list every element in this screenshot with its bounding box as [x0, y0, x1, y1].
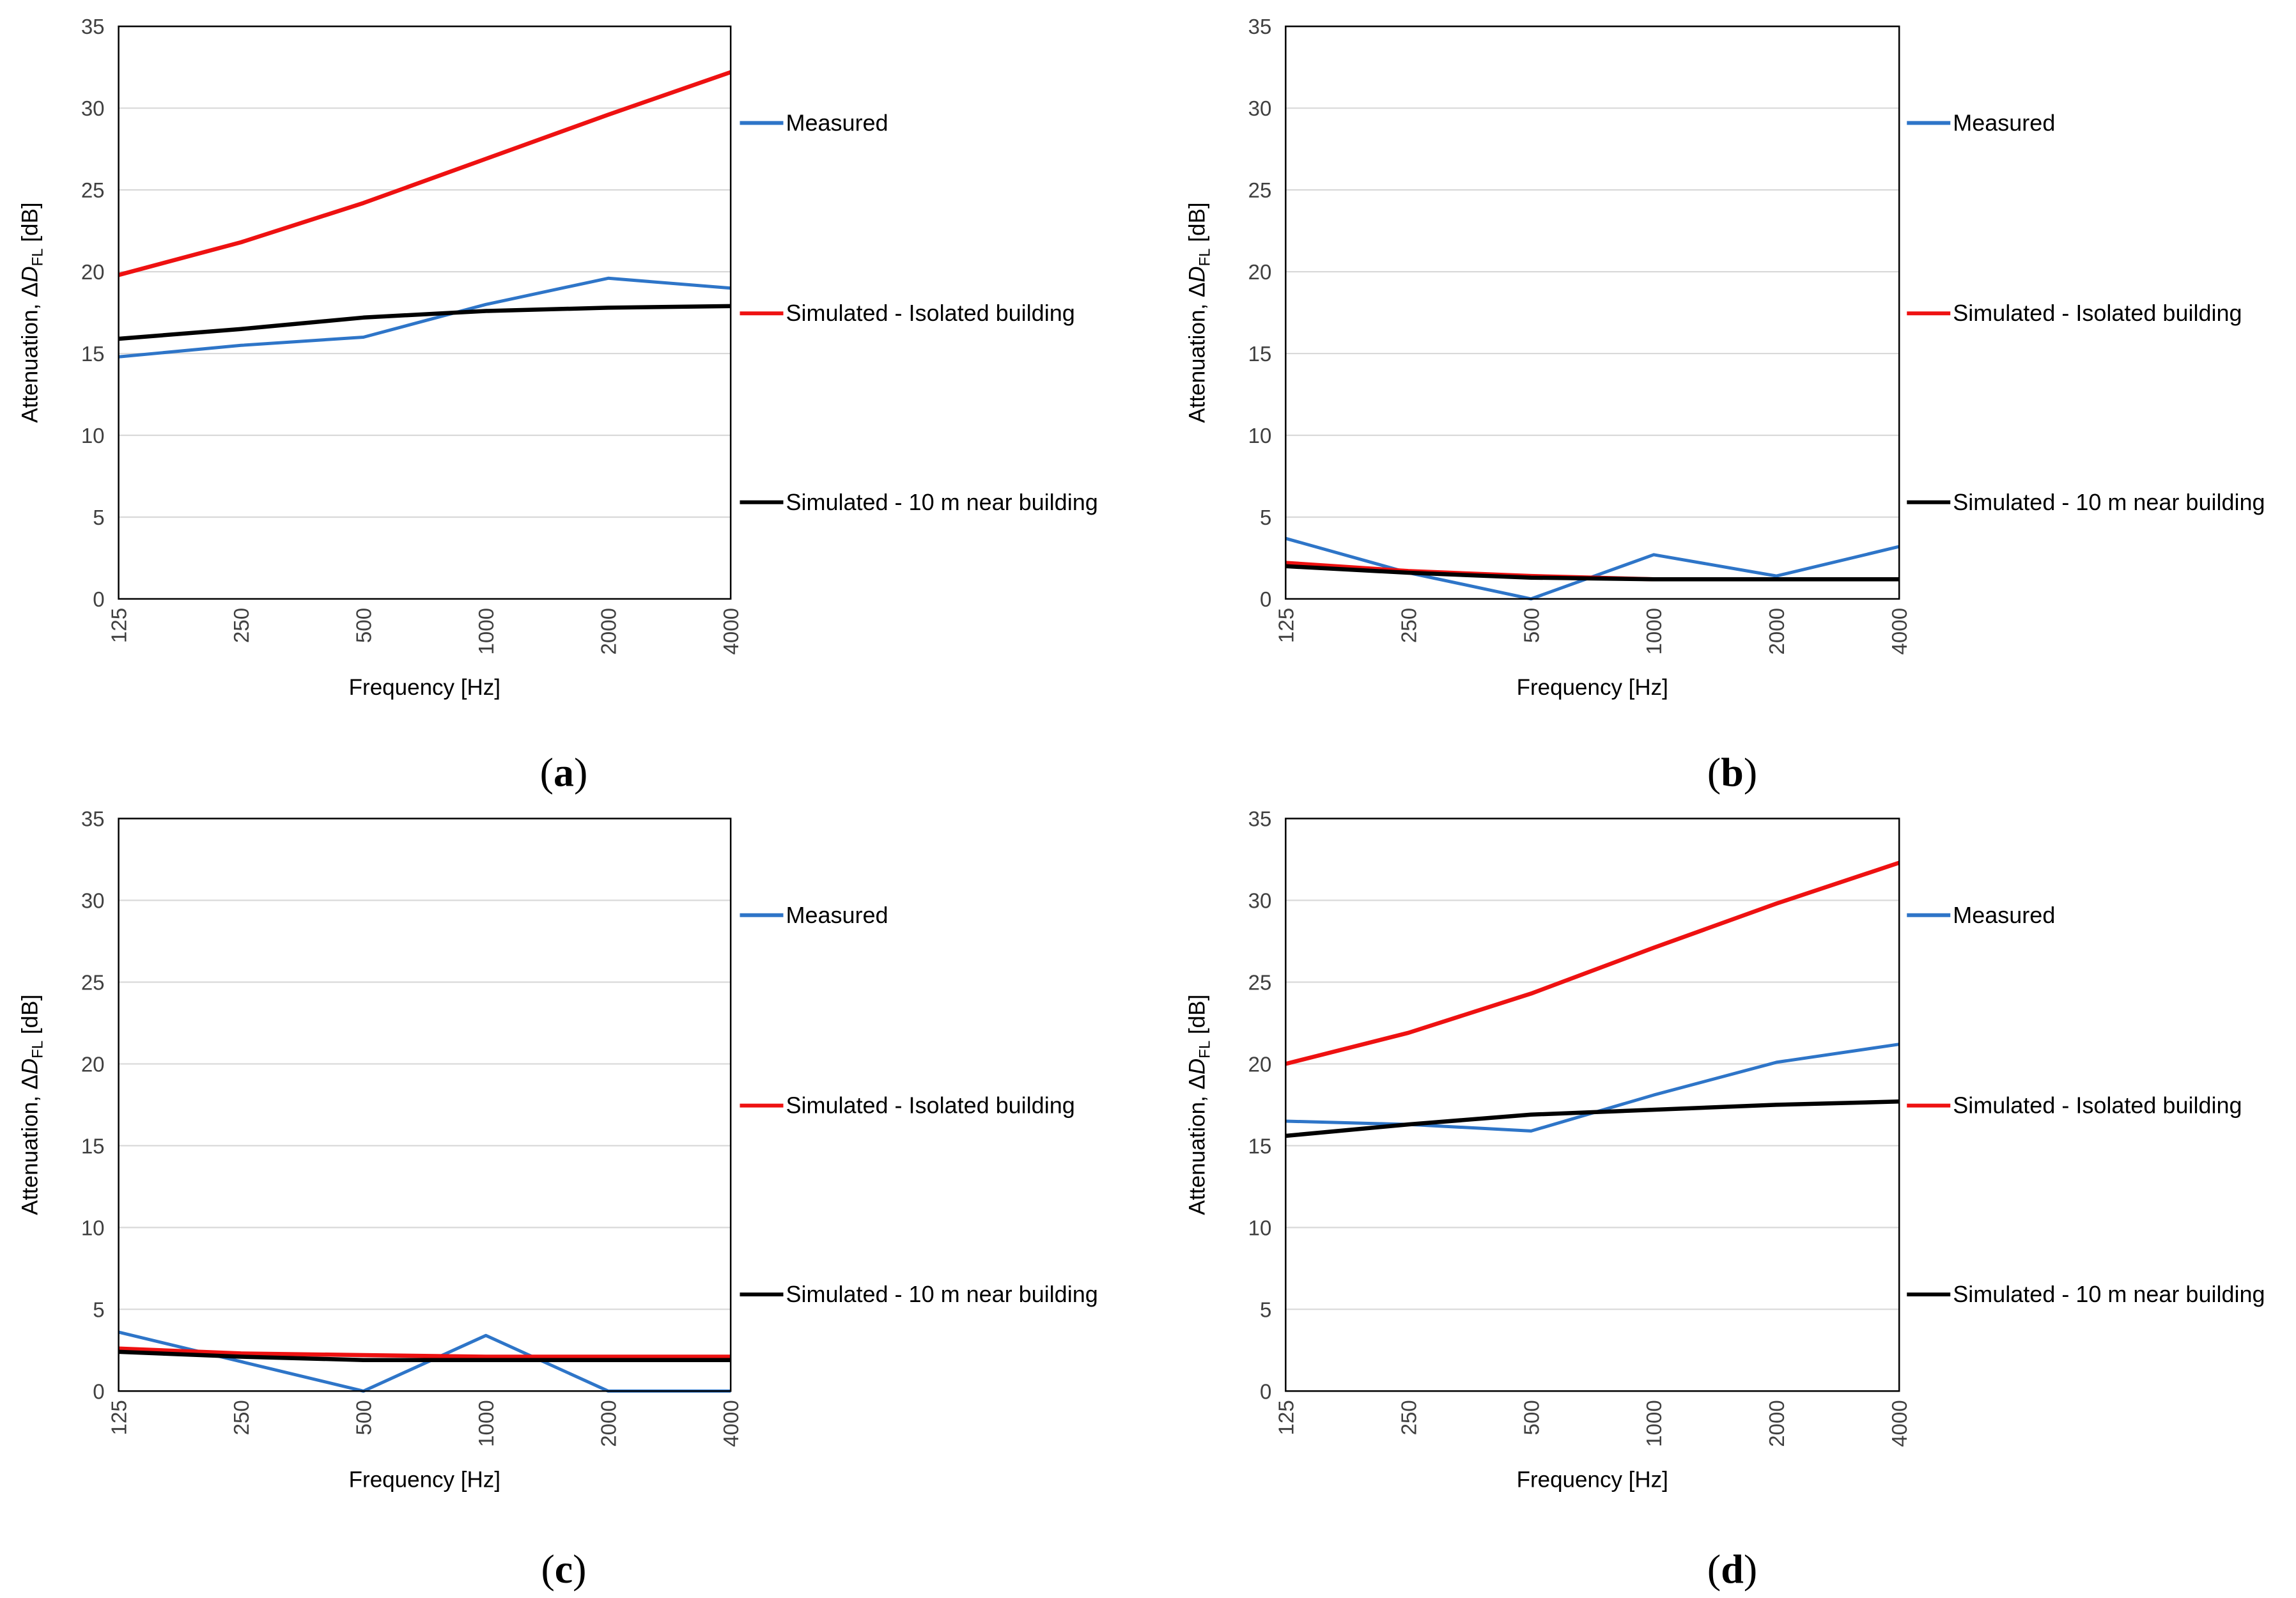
series-line-measured	[1285, 1043, 1900, 1133]
series-line-near	[118, 1349, 731, 1362]
y-tick-label: 30	[81, 889, 105, 913]
y-tick-label: 10	[81, 424, 105, 447]
y-tick-label: 5	[1260, 506, 1271, 529]
x-tick-label: 4000	[719, 1400, 743, 1447]
x-tick-label: 500	[1519, 1400, 1543, 1435]
y-tick-label: 35	[1248, 807, 1272, 831]
legend-label-isolated: Simulated - Isolated building	[1953, 1092, 2242, 1119]
x-tick-label: 1000	[474, 608, 498, 655]
x-tick-label: 250	[229, 1400, 253, 1435]
y-tick-label: 20	[1248, 260, 1272, 284]
x-tick-label: 500	[352, 608, 376, 643]
x-tick-label: 1000	[1642, 608, 1666, 655]
chart-panel-a: 0 5 10 15 20 25 30 35 125 250 500 1000 2000 4000 Frequ…	[18, 15, 1098, 795]
legend-label-measured: Measured	[786, 109, 888, 136]
plot-frame	[1285, 818, 1900, 1392]
legend-label-isolated: Simulated - Isolated building	[786, 300, 1074, 326]
series-line-near	[1285, 1099, 1900, 1138]
y-axis-title: Attenuation, ΔDFL [dB]	[18, 202, 47, 423]
y-tick-label: 20	[81, 1052, 105, 1076]
y-tick-label: 0	[1260, 587, 1271, 611]
x-tick-label: 2000	[597, 1400, 621, 1447]
y-tick-label: 30	[1248, 97, 1272, 120]
series-line-isolated	[118, 70, 732, 277]
series-line-isolated	[118, 1346, 731, 1359]
y-tick-label: 30	[81, 97, 105, 120]
y-tick-label: 35	[81, 15, 105, 38]
legend-label-near: Simulated - 10 m near building	[1953, 489, 2265, 515]
panel-label: (b)	[1707, 750, 1757, 795]
y-tick-label: 5	[1260, 1298, 1271, 1321]
panel-label: (a)	[540, 750, 588, 795]
legend-label-near: Simulated - 10 m near building	[786, 489, 1098, 515]
x-tick-label: 125	[1274, 608, 1298, 643]
x-axis-title: Frequency [Hz]	[349, 675, 500, 700]
y-axis-title: Attenuation, ΔDFL [dB]	[1184, 202, 1213, 423]
y-tick-label: 30	[1248, 889, 1272, 913]
x-tick-label: 1000	[474, 1400, 498, 1447]
legend-label-isolated: Simulated - Isolated building	[1953, 300, 2242, 326]
y-tick-label: 35	[1248, 15, 1272, 38]
x-axis-title: Frequency [Hz]	[1517, 675, 1668, 700]
legend-label-measured: Measured	[1953, 109, 2055, 136]
plot-frame	[118, 818, 732, 1392]
chart-panel-d: 0 5 10 15 20 25 30 35 125 250 500 1000 2000 4000 Frequ…	[1184, 807, 2265, 1592]
series-line-measured	[118, 276, 731, 359]
y-tick-label: 15	[1248, 342, 1272, 366]
x-tick-label: 250	[1397, 608, 1420, 643]
legend-label-measured: Measured	[1953, 902, 2055, 928]
y-axis-title: Attenuation, ΔDFL [dB]	[1184, 995, 1213, 1215]
y-tick-label: 5	[93, 1298, 104, 1321]
legend-label-near: Simulated - 10 m near building	[786, 1281, 1098, 1307]
y-tick-label: 25	[81, 970, 105, 994]
y-tick-label: 10	[1248, 1216, 1272, 1239]
x-tick-label: 125	[107, 1400, 131, 1435]
x-tick-label: 4000	[719, 608, 743, 655]
y-tick-label: 20	[81, 260, 105, 284]
y-tick-label: 20	[1248, 1052, 1272, 1076]
x-tick-label: 4000	[1888, 1400, 1911, 1447]
legend-label-measured: Measured	[786, 902, 888, 928]
legend-label-near: Simulated - 10 m near building	[1953, 1281, 2265, 1307]
x-tick-label: 2000	[1765, 1400, 1788, 1447]
x-tick-label: 500	[1519, 608, 1543, 643]
y-tick-label: 0	[1260, 1379, 1271, 1403]
x-tick-label: 250	[1397, 1400, 1420, 1435]
x-tick-label: 250	[229, 608, 253, 643]
x-tick-label: 2000	[1765, 608, 1788, 655]
chart-panel-b: 0 5 10 15 20 25 30 35 125 250 500 1000 2000 4000 Frequ…	[1184, 15, 2265, 795]
y-tick-label: 25	[1248, 178, 1272, 202]
legend-label-isolated: Simulated - Isolated building	[786, 1092, 1074, 1119]
y-tick-label: 25	[1248, 970, 1272, 994]
series-line-near	[118, 304, 731, 341]
plot-frame	[1285, 25, 1900, 600]
x-axis-title: Frequency [Hz]	[1517, 1467, 1668, 1492]
y-tick-label: 0	[93, 1379, 104, 1403]
y-tick-label: 10	[81, 1216, 105, 1239]
plot-frame	[118, 25, 732, 600]
y-tick-label: 15	[81, 1134, 105, 1158]
x-tick-label: 125	[107, 608, 131, 643]
y-axis-title: Attenuation, ΔDFL [dB]	[18, 995, 47, 1215]
series-line-isolated	[1285, 860, 1900, 1066]
x-tick-label: 1000	[1642, 1400, 1666, 1447]
x-tick-label: 125	[1274, 1400, 1298, 1435]
panel-label: (c)	[541, 1546, 586, 1592]
x-tick-label: 4000	[1888, 608, 1911, 655]
y-tick-label: 5	[93, 506, 104, 529]
y-tick-label: 35	[81, 807, 105, 831]
x-tick-label: 2000	[597, 608, 621, 655]
y-tick-label: 0	[93, 587, 104, 611]
y-tick-label: 25	[81, 178, 105, 202]
y-tick-label: 10	[1248, 424, 1272, 447]
chart-panel-c: 0 5 10 15 20 25 30 35 125 250 500 1000 2000 4000 Frequ…	[18, 807, 1098, 1592]
y-tick-label: 15	[1248, 1134, 1272, 1158]
panel-label: (d)	[1707, 1546, 1757, 1592]
series-line-near	[1285, 564, 1900, 582]
x-axis-title: Frequency [Hz]	[349, 1467, 500, 1492]
x-tick-label: 500	[352, 1400, 376, 1435]
y-tick-label: 15	[81, 342, 105, 366]
